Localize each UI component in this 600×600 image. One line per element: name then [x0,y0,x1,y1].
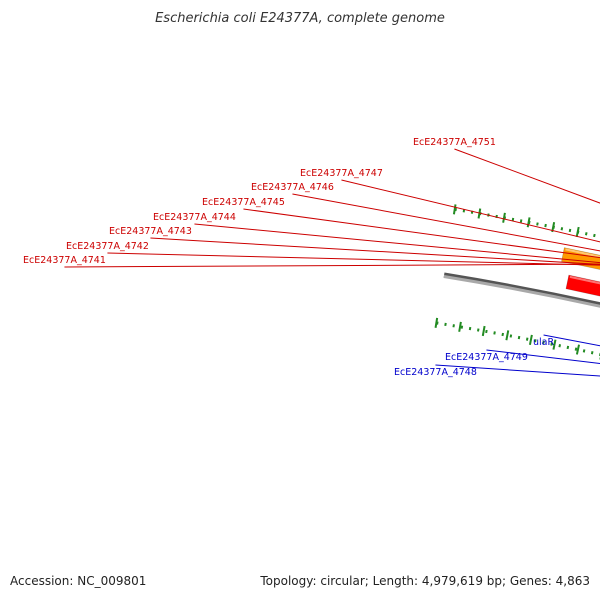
gene-label-bottom: EcE24377A_4748 [394,367,477,378]
gene-label-top: EcE24377A_4744 [153,212,236,223]
inner-major-tick [552,339,557,350]
inner-major-tick [528,334,533,345]
outer-major-tick [526,217,531,228]
label-leader-top [107,252,600,266]
genome-backbone [443,272,600,308]
label-leader-bottom [435,364,600,377]
gene-label-bottom: ulaR [533,337,554,348]
color-track-feature-highlight [565,248,600,258]
gene-label-top: EcE24377A_4747 [300,168,383,179]
outer-major-tick [502,212,506,223]
inner-major-tick [505,330,510,341]
label-leader-top [150,237,600,265]
gene-label-top: EcE24377A_4743 [109,226,192,237]
map-title: Escherichia coli E24377A, complete genom… [155,11,445,26]
inner-major-tick [575,344,580,355]
color-track-feature [561,247,600,270]
gene-labels: EcE24377A_4741 EcE24377A_4742 EcE24377A_47… [23,137,554,378]
inner-major-tick [434,317,439,328]
forward-gene-arrow [565,274,600,297]
gene-label-top: EcE24377A_4751 [413,137,496,148]
genome-info-text: Topology: circular; Length: 4,979,619 bp… [260,574,590,588]
label-leader-bottom [543,334,600,347]
gene-label-bottom: EcE24377A_4749 [445,352,528,363]
label-leader-top [454,148,600,204]
gene-label-top: EcE24377A_4742 [66,241,149,252]
inner-major-tick [481,325,486,337]
gene-label-top: EcE24377A_4741 [23,255,106,266]
inner-major-tick [458,321,462,332]
gene-label-top: EcE24377A_4746 [251,182,334,193]
label-leader-top [64,263,600,268]
outer-major-tick [575,226,580,238]
label-leader-top [243,208,600,259]
label-leader-lines [64,148,600,377]
label-leader-top [341,179,600,243]
inner-tick-ring: 4741 kbp4742 kbp4743 kbp4744 kbp4745 kbp… [434,317,600,360]
outer-major-tick [452,204,457,215]
forward-gene-arrow-highlight [569,275,600,285]
gene-label-top: EcE24377A_4745 [202,197,285,208]
label-leader-top [194,223,600,264]
label-leader-top [292,193,600,252]
label-leader-bottom [486,349,600,364]
accession-text: Accession: NC_009801 [10,574,147,588]
